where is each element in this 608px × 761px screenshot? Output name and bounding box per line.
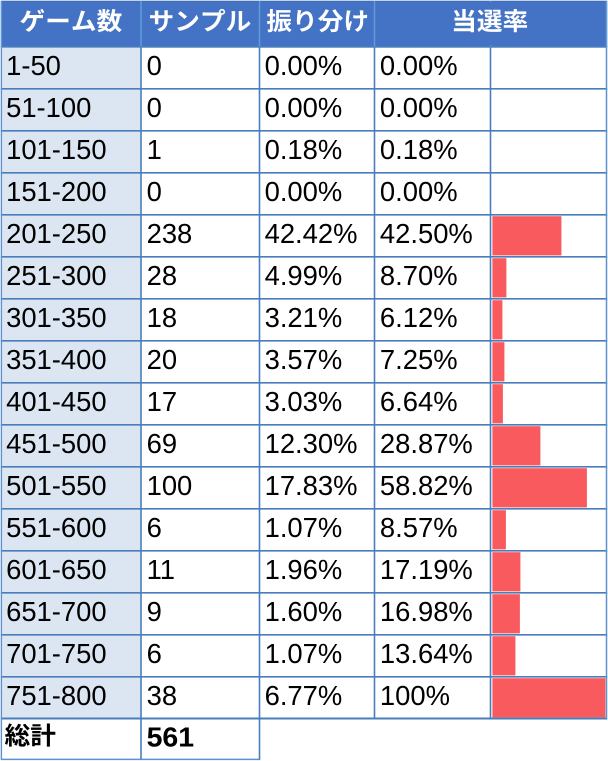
svg-text:0.00%: 0.00% xyxy=(380,92,458,123)
svg-text:1.96%: 1.96% xyxy=(265,554,343,585)
svg-text:6.12%: 6.12% xyxy=(380,302,458,333)
svg-text:11: 11 xyxy=(147,554,175,585)
svg-text:16.98%: 16.98% xyxy=(380,596,473,627)
svg-text:561: 561 xyxy=(147,721,195,752)
svg-text:238: 238 xyxy=(147,218,193,249)
svg-text:100%: 100% xyxy=(380,680,450,711)
svg-text:17.83%: 17.83% xyxy=(265,470,358,501)
svg-text:301-350: 301-350 xyxy=(6,302,107,333)
svg-text:8.57%: 8.57% xyxy=(380,512,458,543)
svg-text:6: 6 xyxy=(147,512,162,543)
svg-text:13.64%: 13.64% xyxy=(380,638,473,669)
svg-text:0: 0 xyxy=(147,176,162,207)
svg-text:28.87%: 28.87% xyxy=(380,428,473,459)
svg-text:7.25%: 7.25% xyxy=(380,344,458,375)
svg-text:0.00%: 0.00% xyxy=(265,176,343,207)
svg-text:0: 0 xyxy=(147,50,162,81)
svg-text:12.30%: 12.30% xyxy=(265,428,358,459)
svg-text:8.70%: 8.70% xyxy=(380,260,458,291)
svg-text:601-650: 601-650 xyxy=(6,554,107,585)
svg-text:251-300: 251-300 xyxy=(6,260,107,291)
svg-text:651-700: 651-700 xyxy=(6,596,107,627)
svg-text:100: 100 xyxy=(147,470,193,501)
svg-text:6: 6 xyxy=(147,638,162,669)
svg-text:1-50: 1-50 xyxy=(6,50,61,81)
svg-text:51-100: 51-100 xyxy=(6,92,91,123)
svg-text:4.99%: 4.99% xyxy=(265,260,343,291)
svg-text:351-400: 351-400 xyxy=(6,344,107,375)
svg-text:42.50%: 42.50% xyxy=(380,218,473,249)
svg-text:0.18%: 0.18% xyxy=(265,134,343,165)
svg-text:101-150: 101-150 xyxy=(6,134,107,165)
svg-text:151-200: 151-200 xyxy=(6,176,107,207)
svg-text:751-800: 751-800 xyxy=(6,680,107,711)
svg-text:401-450: 401-450 xyxy=(6,386,107,417)
svg-text:0.00%: 0.00% xyxy=(265,92,343,123)
svg-text:501-550: 501-550 xyxy=(6,470,107,501)
svg-text:201-250: 201-250 xyxy=(6,218,107,249)
svg-text:9: 9 xyxy=(147,596,162,627)
svg-text:18: 18 xyxy=(147,302,177,333)
svg-text:3.57%: 3.57% xyxy=(265,344,343,375)
svg-text:0.18%: 0.18% xyxy=(380,134,458,165)
svg-text:42.42%: 42.42% xyxy=(265,218,358,249)
svg-text:1.07%: 1.07% xyxy=(265,638,343,669)
svg-text:20: 20 xyxy=(147,344,177,375)
svg-text:38: 38 xyxy=(147,680,177,711)
svg-text:17: 17 xyxy=(147,386,177,417)
svg-text:58.82%: 58.82% xyxy=(380,470,473,501)
svg-text:1.60%: 1.60% xyxy=(265,596,343,627)
svg-text:1.07%: 1.07% xyxy=(265,512,343,543)
svg-text:69: 69 xyxy=(147,428,177,459)
svg-text:0.00%: 0.00% xyxy=(380,50,458,81)
svg-text:6.64%: 6.64% xyxy=(380,386,458,417)
svg-text:6.77%: 6.77% xyxy=(265,680,343,711)
svg-text:17.19%: 17.19% xyxy=(380,554,473,585)
svg-text:551-600: 551-600 xyxy=(6,512,107,543)
svg-text:3.21%: 3.21% xyxy=(265,302,343,333)
svg-text:0.00%: 0.00% xyxy=(380,176,458,207)
svg-text:3.03%: 3.03% xyxy=(265,386,343,417)
svg-text:28: 28 xyxy=(147,260,177,291)
svg-text:701-750: 701-750 xyxy=(6,638,107,669)
svg-text:0: 0 xyxy=(147,92,162,123)
svg-text:0.00%: 0.00% xyxy=(265,50,343,81)
svg-text:1: 1 xyxy=(147,134,162,165)
svg-text:451-500: 451-500 xyxy=(6,428,107,459)
